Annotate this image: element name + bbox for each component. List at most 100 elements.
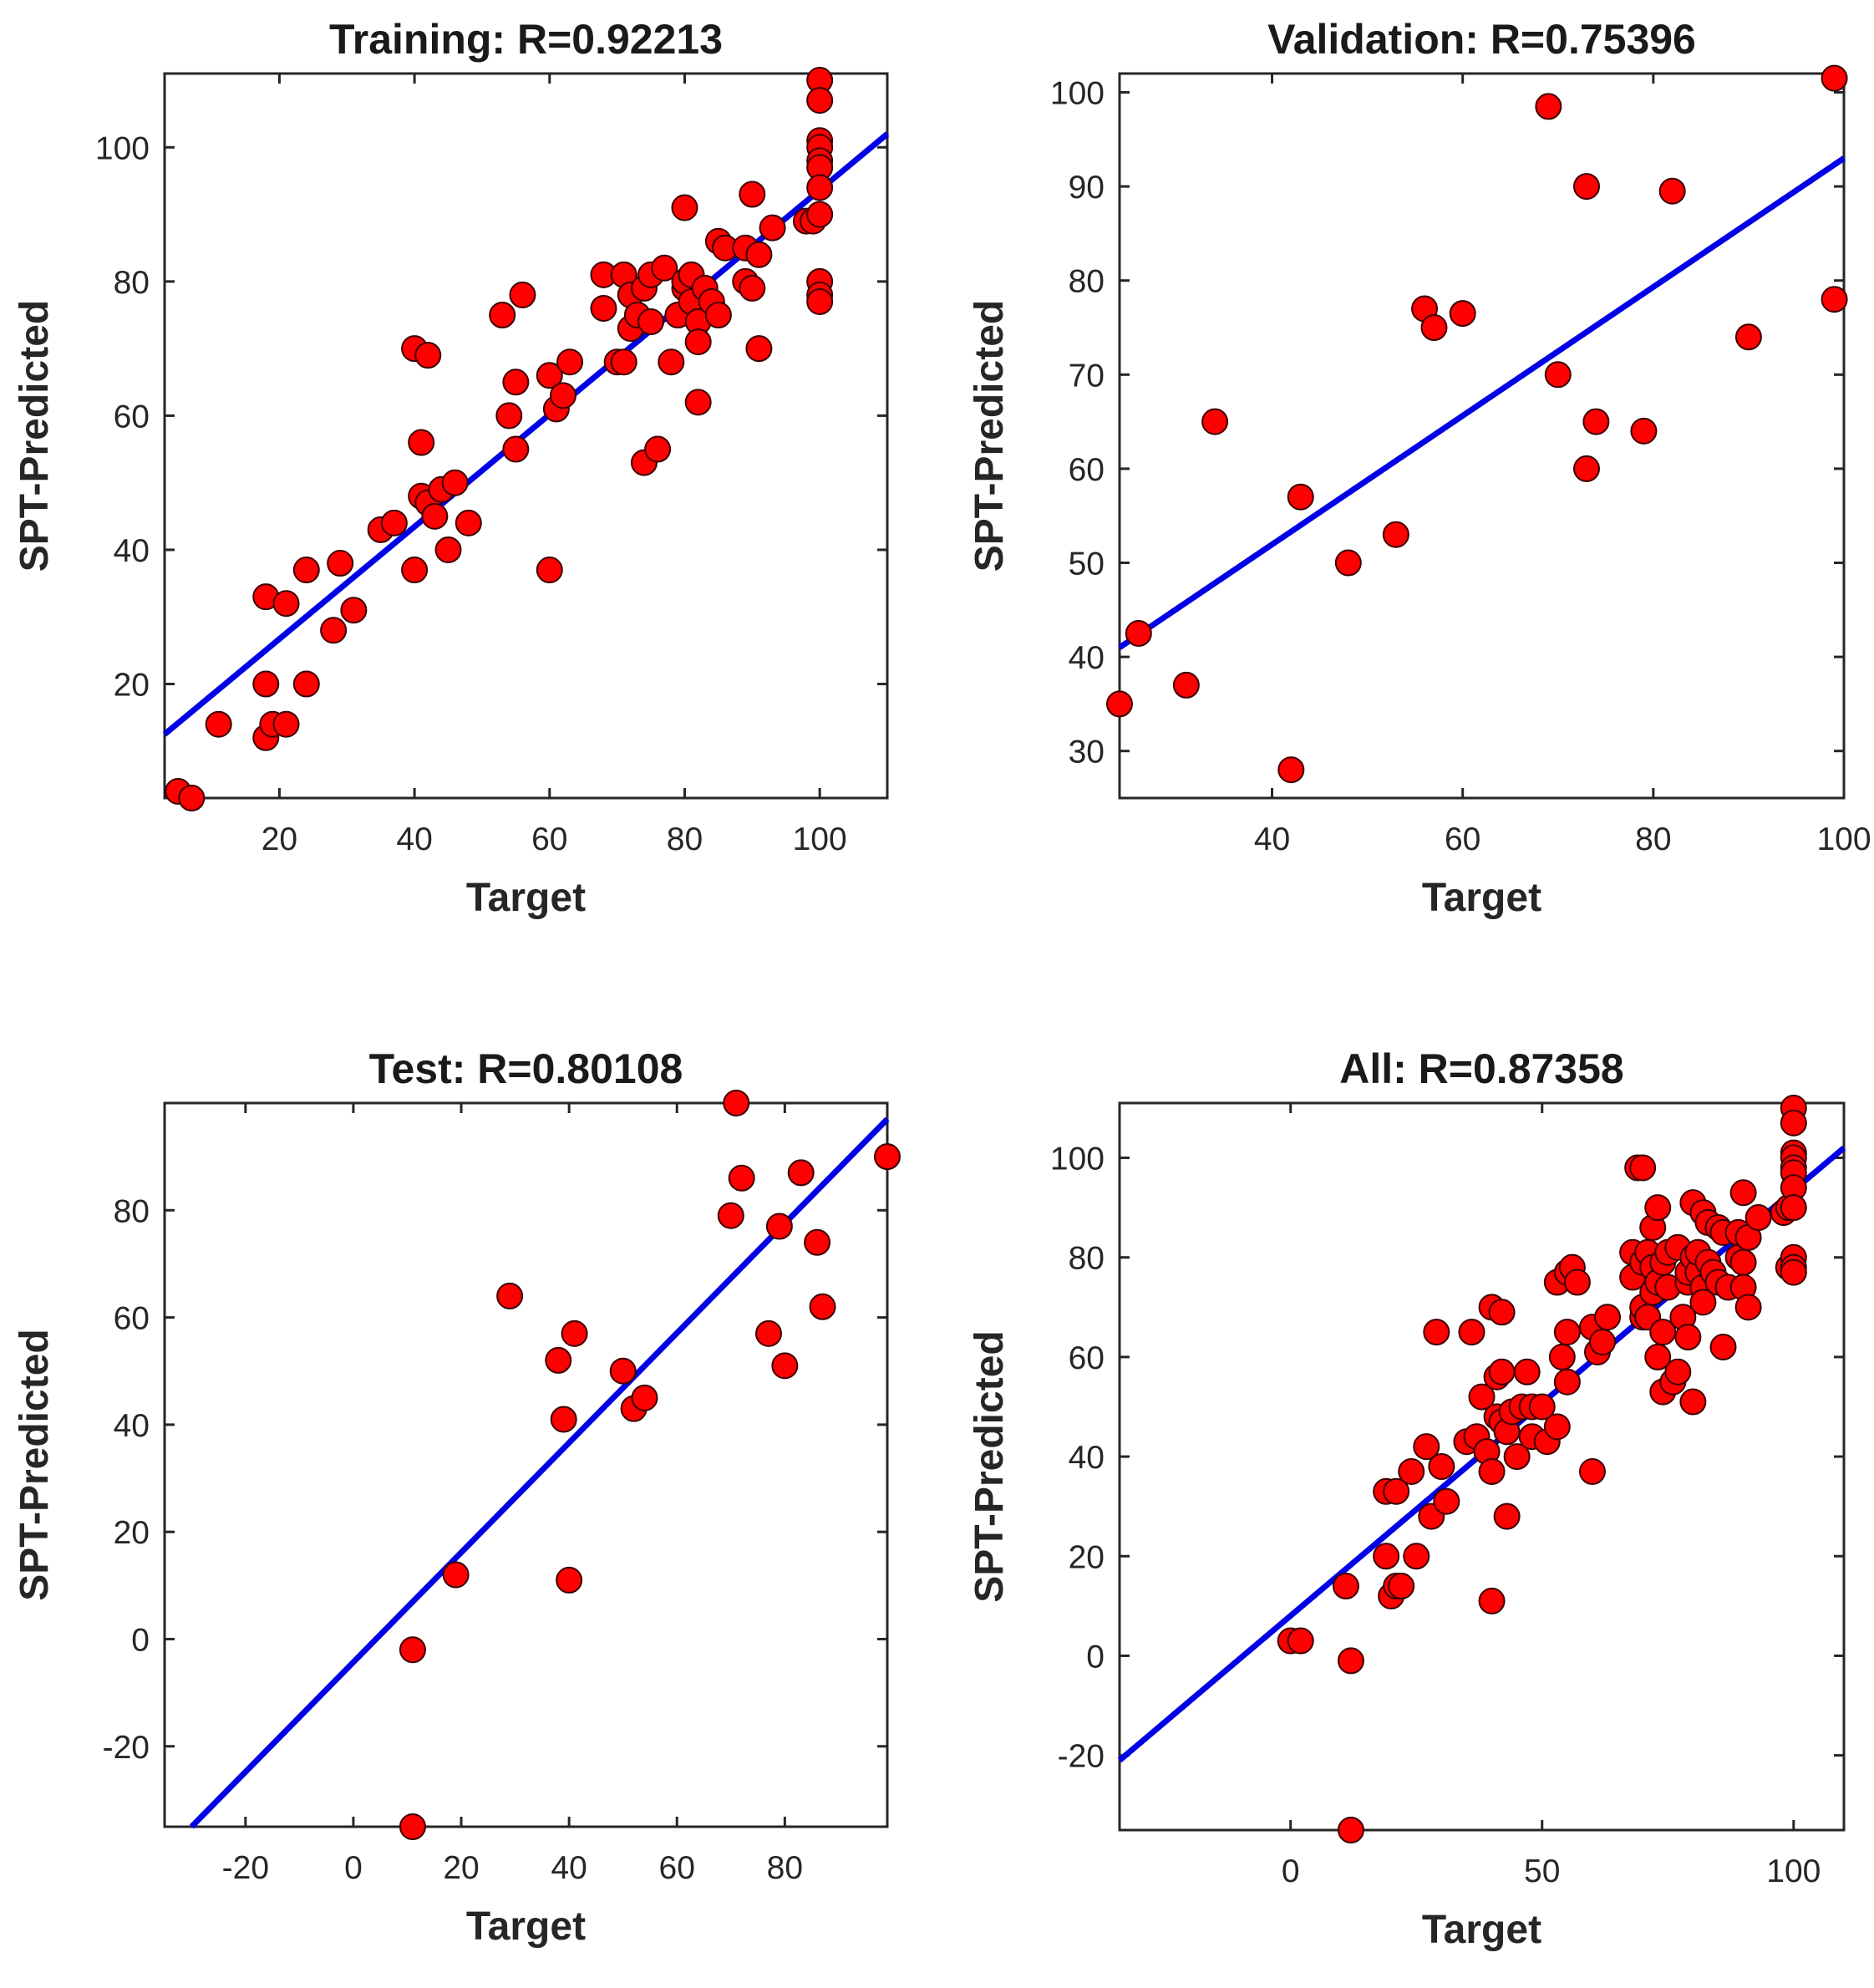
- data-point: [1488, 1358, 1516, 1385]
- data-point: [1582, 408, 1610, 435]
- data-point: [739, 180, 766, 208]
- data-point: [1709, 1333, 1737, 1360]
- data-point: [340, 597, 368, 624]
- data-point: [1528, 1393, 1556, 1421]
- data-point: [1572, 173, 1600, 201]
- fit-line: [1118, 155, 1846, 650]
- data-point: [1629, 1154, 1657, 1182]
- data-point: [658, 348, 685, 376]
- data-point: [561, 1319, 588, 1347]
- data-layer: [189, 1090, 901, 1840]
- data-point: [408, 429, 435, 456]
- data-point: [556, 348, 584, 376]
- y-tick-label: 20: [1069, 1539, 1105, 1575]
- data-point: [549, 382, 576, 409]
- data-point: [1734, 1294, 1762, 1321]
- data-point: [1201, 408, 1229, 435]
- y-tick-label: -20: [1058, 1739, 1105, 1775]
- data-point: [1664, 1358, 1692, 1385]
- y-tick-label: 30: [1069, 735, 1105, 770]
- data-point: [1744, 1204, 1772, 1232]
- y-tick-label: 20: [114, 1515, 150, 1551]
- data-point: [401, 557, 429, 584]
- y-tick-label: 90: [1069, 170, 1105, 206]
- data-point: [399, 1636, 426, 1664]
- data-layer: [162, 67, 890, 811]
- data-point: [1433, 1487, 1460, 1515]
- data-point: [765, 1213, 793, 1240]
- x-tick-label: 60: [1445, 821, 1480, 857]
- data-point: [806, 287, 834, 315]
- data-point: [610, 348, 637, 376]
- x-axis-label: Target: [466, 1904, 586, 1949]
- fit-line: [189, 1116, 890, 1829]
- data-point: [1513, 1358, 1541, 1385]
- data-point: [1544, 361, 1572, 389]
- data-point: [421, 502, 449, 530]
- data-point: [399, 1813, 426, 1840]
- x-tick-label: 60: [531, 821, 567, 857]
- data-point: [1403, 1543, 1430, 1570]
- data-point: [809, 1293, 836, 1320]
- data-point: [1780, 1109, 1807, 1136]
- x-axis-label: Target: [466, 876, 586, 920]
- data-point: [1106, 690, 1133, 718]
- y-tick-label: 100: [1050, 1141, 1105, 1177]
- data-point: [1563, 1269, 1591, 1296]
- panel-training: 20 40 60 80 100 20 40 60 80 100 Training: R=0.9221…: [13, 16, 890, 920]
- data-point: [590, 294, 617, 322]
- data-point: [739, 274, 766, 302]
- data-point: [178, 785, 206, 811]
- data-point: [1679, 1388, 1707, 1416]
- data-point: [1488, 1299, 1516, 1326]
- y-tick-label: 60: [114, 1301, 150, 1337]
- y-tick-label: 40: [1069, 640, 1105, 676]
- data-point: [1780, 1258, 1807, 1286]
- x-tick-label: 60: [659, 1850, 695, 1886]
- x-tick-label: 80: [667, 821, 703, 857]
- data-point: [1553, 1319, 1581, 1346]
- data-point: [1535, 93, 1562, 120]
- y-axis-label: SPT-Predicted: [13, 300, 57, 572]
- data-point: [1594, 1304, 1622, 1331]
- data-point: [723, 1090, 750, 1116]
- data-point: [1543, 1413, 1571, 1441]
- data-layer: [1117, 1094, 1846, 1843]
- data-point: [1689, 1289, 1717, 1316]
- data-point: [745, 241, 773, 268]
- y-tick-label: 80: [114, 1193, 150, 1229]
- y-tick-label: -20: [103, 1730, 150, 1766]
- data-point: [787, 1159, 815, 1187]
- data-point: [495, 402, 523, 430]
- y-tick-label: 40: [114, 1408, 150, 1444]
- data-point: [434, 536, 462, 563]
- data-point: [1674, 1324, 1702, 1351]
- data-point: [1172, 671, 1200, 699]
- data-point: [684, 328, 712, 356]
- chart-title: All: R=0.87358: [1339, 1045, 1623, 1092]
- data-point: [1468, 1383, 1496, 1411]
- chart-title: Test: R=0.80108: [369, 1045, 683, 1092]
- data-point: [496, 1282, 524, 1309]
- data-point: [441, 469, 469, 496]
- y-axis-label: SPT-Predicted: [13, 1329, 57, 1600]
- data-point: [442, 1561, 470, 1589]
- x-tick-label: 20: [262, 821, 297, 857]
- data-point: [644, 435, 672, 463]
- data-point: [509, 281, 536, 308]
- y-tick-label: 100: [1050, 76, 1105, 112]
- data-point: [1413, 1433, 1440, 1461]
- data-point: [1125, 619, 1152, 647]
- y-tick-label: 100: [95, 130, 150, 166]
- x-tick-label: 100: [1766, 1853, 1821, 1889]
- data-point: [272, 710, 300, 738]
- x-tick-label: 0: [344, 1850, 363, 1886]
- data-point: [1821, 286, 1848, 313]
- data-point: [771, 1352, 799, 1380]
- data-point: [1449, 300, 1476, 328]
- data-point: [806, 87, 834, 114]
- data-point: [1630, 417, 1658, 445]
- data-point: [759, 214, 786, 242]
- data-point: [380, 509, 408, 536]
- data-point: [292, 557, 320, 584]
